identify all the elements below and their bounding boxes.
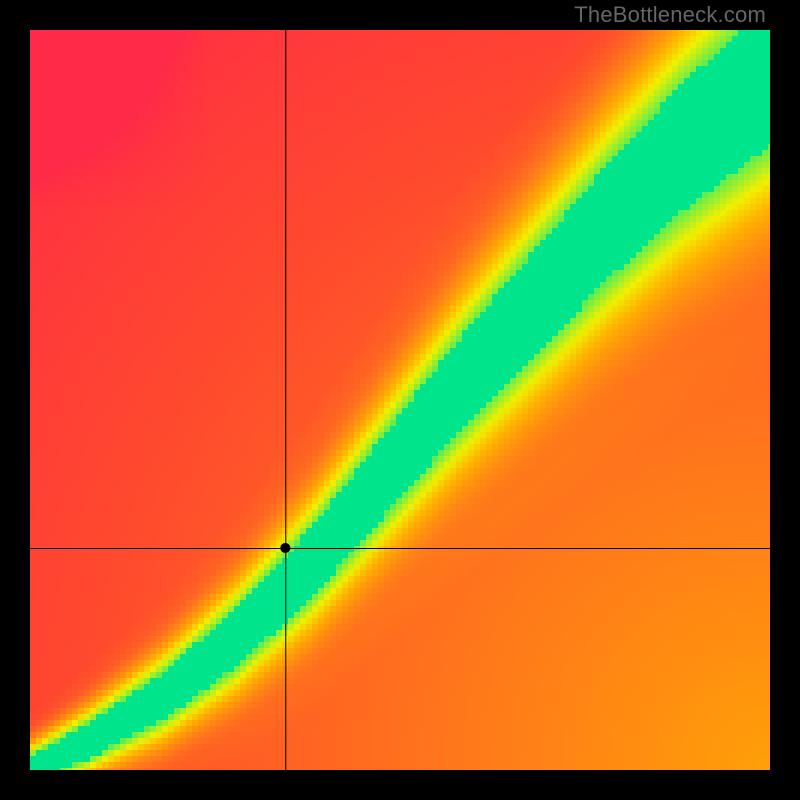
watermark-text: TheBottleneck.com (574, 2, 766, 28)
bottleneck-heatmap (30, 30, 770, 770)
